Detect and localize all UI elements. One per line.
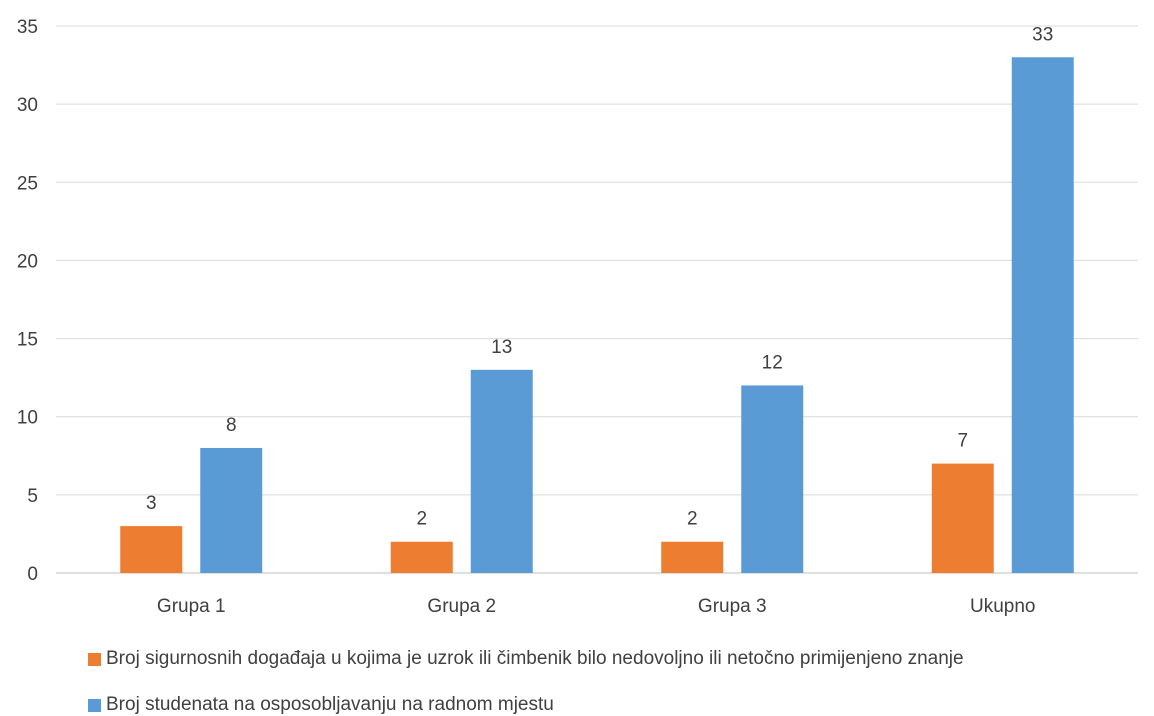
legend-label-series-2: Broj studenata na osposobljavanju na rad… xyxy=(106,694,554,715)
plot-area: 0 5 10 15 20 25 30 35 3 8 2 13 2 12 7 33 Grupa 1 Grupa … xyxy=(17,17,1138,617)
bar-series-2-2 xyxy=(741,385,804,573)
data-label: 12 xyxy=(762,352,783,373)
y-tick-label: 0 xyxy=(27,564,38,585)
x-tick-label: Ukupno xyxy=(970,596,1036,617)
x-tick-label: Grupa 1 xyxy=(157,596,226,617)
x-tick-label: Grupa 2 xyxy=(427,596,496,617)
data-label: 7 xyxy=(957,431,968,452)
y-tick-label: 30 xyxy=(17,95,38,116)
data-label: 2 xyxy=(687,509,698,530)
y-tick-label: 15 xyxy=(17,330,38,351)
legend-label-series-1: Broj sigurnosnih događaja u kojima je uz… xyxy=(106,648,964,669)
data-label: 8 xyxy=(226,415,237,436)
y-tick-label: 35 xyxy=(17,17,38,38)
legend-item-series-1: Broj sigurnosnih događaja u kojima je uz… xyxy=(88,648,964,670)
data-label: 3 xyxy=(146,493,157,514)
bar-series-1-1 xyxy=(390,541,453,573)
bar-series-2-0 xyxy=(200,447,263,573)
legend-swatch-series-1 xyxy=(88,652,101,666)
bar-series-2-3 xyxy=(1011,57,1074,573)
x-tick-label: Grupa 3 xyxy=(698,596,767,617)
data-label: 2 xyxy=(416,509,427,530)
bar-series-1-2 xyxy=(661,541,724,573)
y-tick-label: 20 xyxy=(17,251,38,272)
y-tick-label: 25 xyxy=(17,173,38,194)
data-label: 13 xyxy=(491,337,512,358)
y-tick-label: 5 xyxy=(27,486,38,507)
bar-series-1-0 xyxy=(120,526,183,573)
data-label: 33 xyxy=(1032,24,1053,45)
legend-swatch-series-2 xyxy=(88,698,101,712)
bar-series-2-1 xyxy=(470,369,533,573)
legend-item-series-2: Broj studenata na osposobljavanju na rad… xyxy=(88,694,554,716)
bar-series-1-3 xyxy=(931,463,994,573)
y-tick-label: 10 xyxy=(17,408,38,429)
